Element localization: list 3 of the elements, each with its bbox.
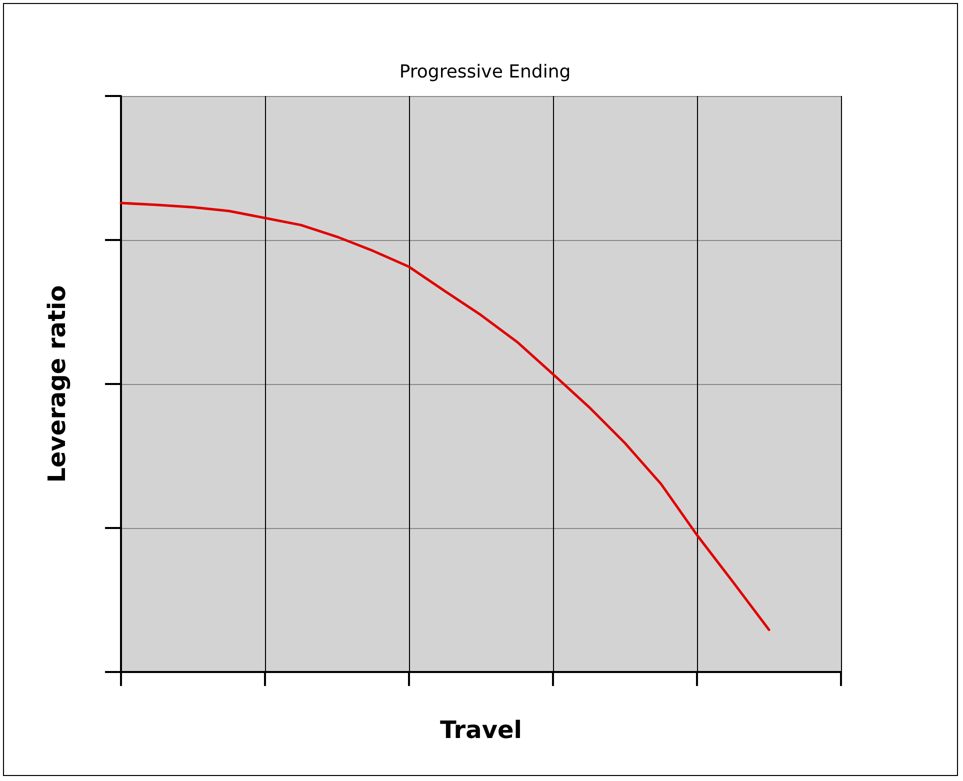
chart-title: Progressive Ending	[399, 62, 571, 82]
x-axis-title: Travel	[440, 716, 522, 744]
y-axis-title: Leverage ratio	[43, 285, 71, 483]
